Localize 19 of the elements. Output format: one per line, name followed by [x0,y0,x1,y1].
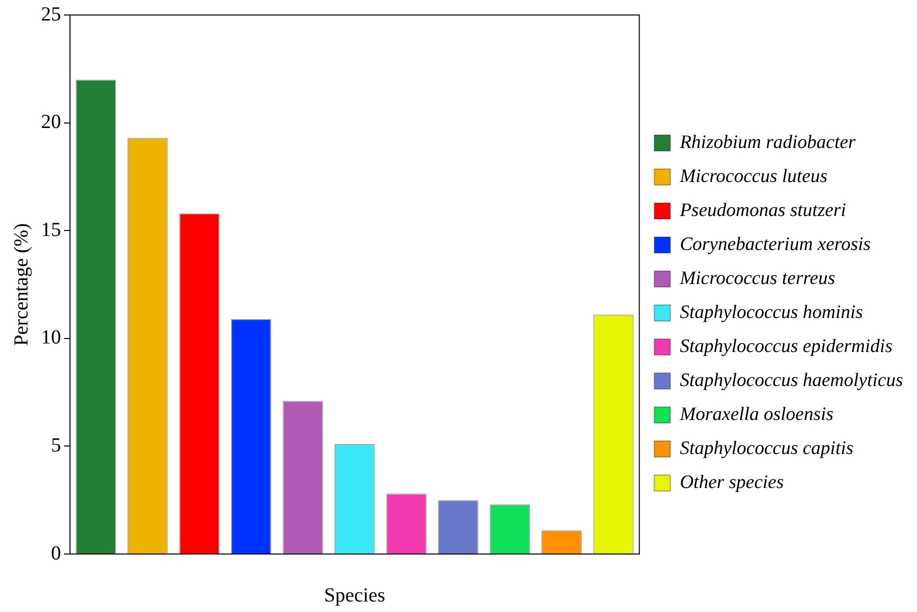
y-axis-title: Percentage (%) [10,223,32,346]
legend-label: Micrococcus terreus [678,268,836,289]
legend-label: Rhizobium radiobacter [678,132,856,153]
legend-label: Corynebacterium xerosis [680,234,871,255]
legend-label: Micrococcus luteus [678,166,828,187]
legend-label: Staphylococcus haemolyticus [680,370,903,391]
legend-label: Staphylococcus hominis [680,302,863,323]
y-tick-label: 5 [51,434,61,456]
y-tick-label: 15 [41,218,61,241]
legend-label: Other species [680,472,784,493]
legend-label: Staphylococcus epidermidis [680,336,892,357]
y-tick-label: 10 [41,326,61,349]
y-tick-label: 0 [51,542,61,564]
y-tick-label: 25 [41,3,61,26]
y-tick-label: 20 [41,111,61,134]
legend-label: Moraxella osloensis [678,404,834,425]
x-axis-title: Species [324,584,386,606]
legend-label: Pseudomonas stutzeri [678,200,846,221]
legend-label: Staphylococcus capitis [680,438,854,459]
